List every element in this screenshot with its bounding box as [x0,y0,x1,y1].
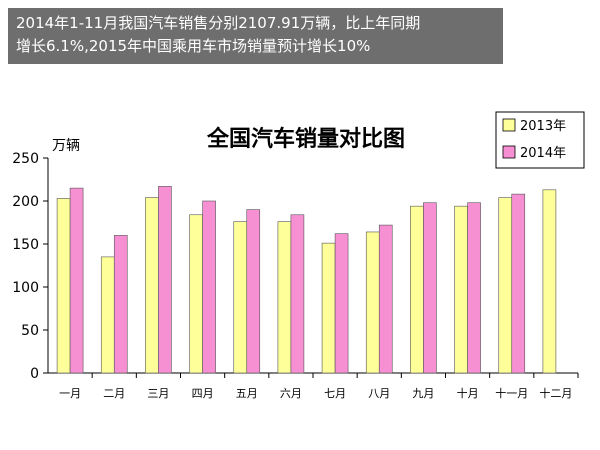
x-tick-label: 四月 [192,387,214,400]
caption-line-1: 2014年1-11月我国汽车销售分别2107.91万辆，比上年同期 [16,14,421,32]
y-tick-label: 50 [21,323,39,339]
y-tick-label: 150 [12,237,39,253]
bar-2013 [277,221,292,374]
x-tick-label: 一月 [59,387,81,400]
legend-label-2013: 2013年 [520,119,566,134]
y-tick-label: 0 [30,366,39,382]
bar-2013 [233,221,248,374]
caption-line-2: 增长6.1%,2015年中国乘用车市场销量预计增长10% [16,37,371,55]
y-axis-label: 万辆 [52,138,80,154]
bar-2013 [145,197,159,374]
bar-2014 [467,202,481,374]
chart-title: 全国汽车销量对比图 [206,126,405,152]
bar-2013 [189,214,203,374]
bar-2014 [202,200,216,374]
chart-legend: 2013年 2014年 [495,111,585,169]
legend-swatch-2014 [502,145,516,159]
x-tick-label: 十月 [457,386,479,400]
bar-2013 [410,205,424,374]
bar-2014 [511,193,526,374]
x-tick-label: 二月 [103,387,125,400]
legend-label-2014: 2014年 [520,146,566,161]
x-tick-label: 九月 [412,387,434,400]
x-tick-label: 八月 [368,387,390,400]
bar-2013 [100,256,115,374]
bar-2014 [334,233,349,374]
bar-2014 [246,209,261,374]
bar-2014 [378,224,393,374]
bar-2013 [542,189,557,374]
plot-area: 0 50 100 150 200 250 一月 二月 三月 四月 五月 六月 七月 八月 九月 十月 十一月 十二… [12,151,579,400]
bar-2014 [69,187,84,374]
bar-2014 [113,235,128,374]
bar-2013 [56,198,71,374]
bar-2013 [365,231,380,374]
x-tick-label: 五月 [236,387,258,400]
bar-2014 [158,186,172,374]
bar-2013 [321,242,336,374]
x-tick-label: 十一月 [495,386,528,400]
x-tick-label: 六月 [280,387,302,400]
y-tick-label: 250 [12,151,39,167]
bar-2014 [423,202,437,374]
legend-swatch-2013 [502,118,516,132]
bar-2013 [454,205,468,374]
x-tick-label: 七月 [324,387,346,400]
bar-2014 [290,214,305,374]
y-tick-label: 200 [12,194,39,210]
x-tick-label: 三月 [147,387,169,400]
x-tick-label: 十二月 [539,386,572,400]
bar-2013 [498,197,513,374]
y-tick-label: 100 [12,280,39,296]
caption-banner: 2014年1-11月我国汽车销售分别2107.91万辆，比上年同期 增长6.1%… [8,8,503,64]
